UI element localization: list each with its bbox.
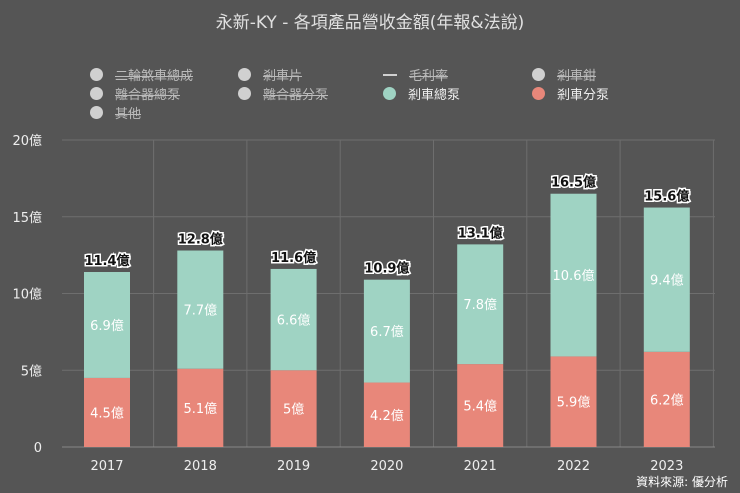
- bar-segment: [363, 279, 410, 383]
- data-label: 4.2億: [370, 408, 404, 424]
- total-label: 10.9億: [364, 261, 409, 277]
- total-label: 12.8億: [178, 232, 223, 248]
- bar-segment: [643, 207, 690, 352]
- legend-label: 剎車總泵: [408, 88, 461, 103]
- legend-label: 剎車分泵: [557, 88, 610, 103]
- y-tick-label: 20億: [12, 133, 42, 149]
- x-tick-label: 2021: [464, 459, 497, 474]
- bar-segment: [643, 351, 690, 447]
- legend-item[interactable]: 二輪煞車總成: [90, 65, 193, 84]
- total-label: 11.6億: [271, 250, 316, 266]
- legend-label: 剎車片: [263, 69, 303, 84]
- x-tick-label: 2017: [90, 459, 123, 474]
- legend-item[interactable]: 剎車總泵: [383, 84, 460, 103]
- total-label: 15.6億: [644, 189, 689, 205]
- data-label: 4.5億: [90, 405, 124, 421]
- chart-title: 永新-KY - 各項產品營收金額(年報&法說): [215, 13, 525, 33]
- legend-item[interactable]: 剎車鉗: [532, 65, 596, 84]
- data-label: 9.4億: [650, 273, 684, 289]
- x-tick-label: 2018: [184, 459, 217, 474]
- legend-dot-icon: [90, 87, 103, 100]
- legend-dot-icon: [238, 87, 251, 100]
- y-tick-label: 10億: [12, 287, 42, 303]
- total-label: 11.4億: [84, 253, 129, 269]
- legend-item[interactable]: 其他: [90, 103, 141, 122]
- bar-segment: [177, 368, 224, 447]
- data-label: 6.2億: [650, 392, 684, 408]
- legend-item[interactable]: 剎車分泵: [532, 84, 609, 103]
- x-tick-label: 2023: [650, 459, 683, 474]
- bar-segment: [550, 356, 597, 447]
- legend-line-icon: [383, 73, 397, 76]
- source-note: 資料來源: 優分析: [636, 475, 728, 489]
- bar-segment: [363, 382, 410, 447]
- legend-item[interactable]: 毛利率: [383, 65, 448, 84]
- legend-label: 毛利率: [409, 69, 449, 84]
- legend-dot-icon: [383, 87, 396, 100]
- y-tick-label: 0: [34, 441, 42, 456]
- x-tick-label: 2022: [557, 459, 590, 474]
- legend-label: 剎車鉗: [557, 69, 597, 84]
- legend-dot-icon: [238, 68, 251, 81]
- legend-dot-icon: [532, 68, 545, 81]
- legend-label: 二輪煞車總成: [115, 69, 194, 84]
- legend-dot-icon: [532, 87, 545, 100]
- bar-segment: [270, 370, 317, 447]
- x-tick-label: 2020: [370, 459, 403, 474]
- bar-segment: [270, 268, 317, 371]
- data-label: 6.7億: [370, 324, 404, 340]
- data-label: 5.4億: [463, 399, 497, 415]
- data-label: 5億: [283, 402, 304, 418]
- bar-segment: [550, 193, 597, 357]
- total-label: 16.5億: [551, 175, 596, 191]
- legend-item[interactable]: 離合器總泵: [90, 84, 180, 103]
- data-label: 6.6億: [277, 313, 311, 329]
- y-tick-label: 15億: [12, 210, 42, 226]
- bar-segment: [84, 272, 130, 378]
- x-tick-label: 2019: [277, 459, 310, 474]
- data-label: 7.8億: [463, 297, 497, 313]
- bar-segment: [177, 250, 224, 369]
- legend-dot-icon: [90, 106, 103, 119]
- legend-item[interactable]: 離合器分泵: [238, 84, 328, 103]
- bar-segment: [457, 244, 504, 365]
- y-tick-label: 5億: [21, 363, 42, 379]
- data-label: 7.7億: [183, 303, 217, 319]
- legend-label: 其他: [115, 107, 142, 122]
- legend-item[interactable]: 剎車片: [238, 65, 302, 84]
- bar-segment: [84, 377, 130, 447]
- legend-label: 離合器分泵: [263, 88, 329, 103]
- data-label: 5.1億: [183, 401, 217, 417]
- data-label: 6.9億: [90, 318, 124, 334]
- legend-dot-icon: [90, 68, 103, 81]
- data-label: 10.6億: [553, 268, 595, 284]
- legend-label: 離合器總泵: [115, 88, 181, 103]
- total-label: 13.1億: [458, 225, 503, 241]
- bar-segment: [457, 364, 504, 447]
- data-label: 5.9億: [557, 395, 591, 411]
